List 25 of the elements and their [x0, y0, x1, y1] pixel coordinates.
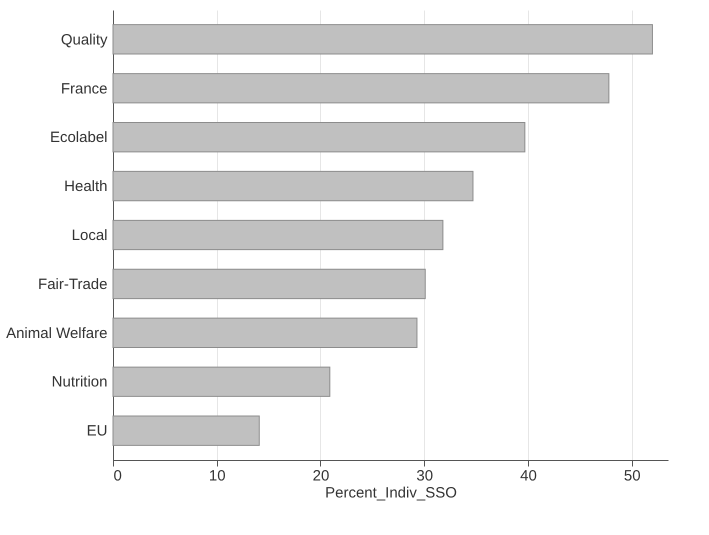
x-tick-label: 40 [520, 468, 537, 484]
bar [112, 415, 260, 446]
y-tick-label: Health [64, 178, 108, 196]
x-tick-label: 30 [416, 468, 434, 484]
x-tick-label: 10 [208, 468, 226, 484]
x-tick-label: 20 [312, 468, 330, 484]
bar [112, 366, 330, 397]
bar [112, 220, 444, 250]
x-tick-label: 50 [624, 468, 641, 484]
y-tick-label: Local [72, 227, 108, 244]
y-tick-label: Fair-Trade [38, 276, 108, 293]
y-tick-label: EU [86, 422, 108, 440]
x-tick-label: 0 [114, 468, 122, 484]
y-tick-label: Ecolabel [50, 129, 108, 146]
bar [112, 170, 474, 202]
y-tick-label: Nutrition [52, 374, 108, 391]
x-axis-title: Percent_Indiv_SSO [325, 484, 457, 502]
y-tick-label: France [60, 80, 108, 98]
bar [112, 122, 526, 152]
y-tick-label: Quality [60, 31, 108, 48]
y-tick-label: Animal Welfare [6, 324, 108, 342]
bar [112, 318, 418, 348]
bar [112, 24, 653, 55]
bar [112, 268, 426, 300]
bar [112, 73, 610, 104]
